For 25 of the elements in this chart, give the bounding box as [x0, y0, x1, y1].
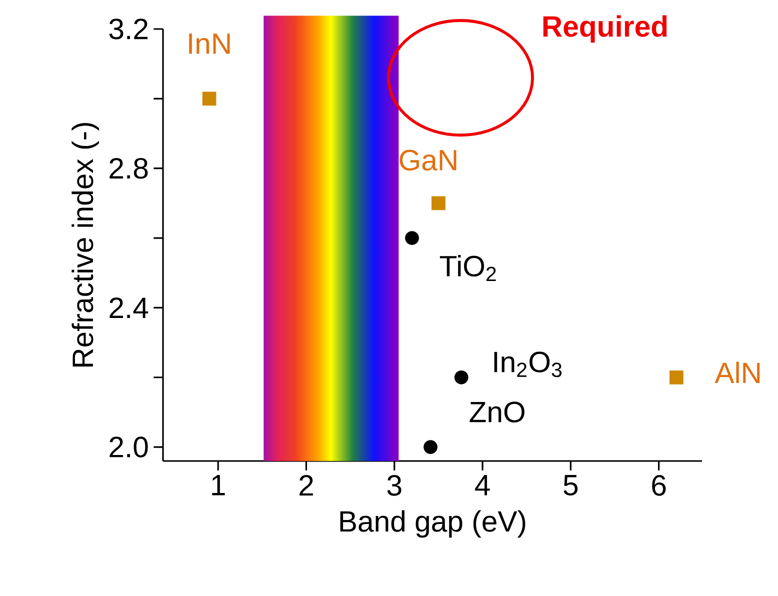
y-tick-label: 3.2 [109, 18, 148, 40]
point [432, 196, 446, 210]
point [405, 231, 419, 245]
annotation: ZnO [470, 402, 524, 422]
annotation: In$_{2}$O$_{3}$ [494, 352, 562, 378]
point [202, 92, 216, 106]
x-tick-label: 4 [475, 475, 490, 496]
x-axis-title: Band gap (eV) [340, 510, 526, 538]
x-tick-label: 6 [652, 475, 666, 496]
y-tick-label: 2.0 [110, 436, 148, 458]
x-tick-label: 2 [300, 475, 313, 496]
y-tick-label: 2.4 [110, 297, 148, 318]
point [454, 370, 468, 384]
x-tick-label: 5 [564, 475, 578, 496]
x-tick-label: 1 [212, 475, 225, 496]
annotation: GaN [400, 150, 456, 171]
point [670, 370, 684, 384]
x-tick-label: 3 [387, 475, 402, 496]
point [424, 440, 438, 454]
annotation: TiO$_{2}$ [440, 254, 496, 282]
annotation: AlN [714, 362, 760, 384]
y-tick-label: 2.8 [110, 158, 148, 179]
annotation: Required [543, 15, 667, 43]
annotation: InN [189, 34, 230, 54]
y-axis-title: Refractive index (-) [72, 122, 100, 366]
